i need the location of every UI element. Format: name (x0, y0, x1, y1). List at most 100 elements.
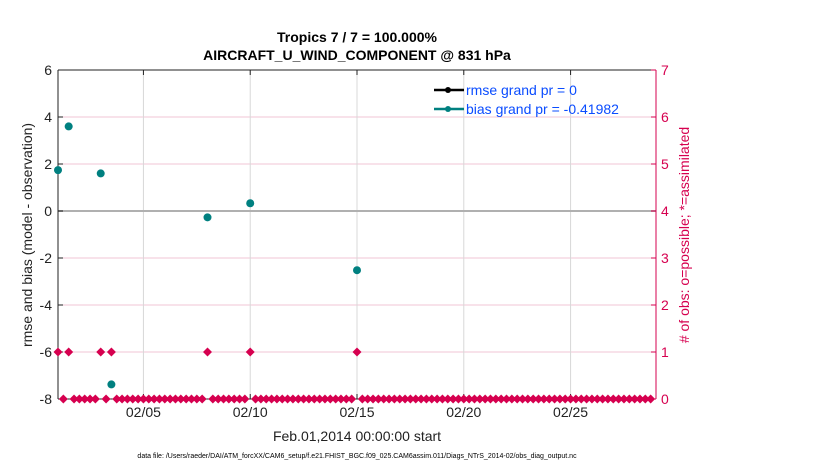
obs-count-marker (432, 394, 442, 404)
obs-count-marker (224, 394, 234, 404)
obs-count-marker (149, 394, 159, 404)
y-tick-label-right: 5 (661, 156, 669, 172)
obs-count-marker (368, 394, 378, 404)
obs-count-marker (283, 394, 293, 404)
obs-count-marker (288, 394, 298, 404)
obs-count-marker (309, 394, 319, 404)
obs-count-marker (347, 394, 357, 404)
obs-count-marker (576, 394, 586, 404)
obs-count-marker (117, 394, 127, 404)
obs-count-marker (539, 394, 549, 404)
obs-count-marker (603, 394, 613, 404)
obs-count-marker (475, 394, 485, 404)
obs-count-marker (101, 394, 111, 404)
obs-count-marker (69, 394, 79, 404)
bias-point (107, 380, 116, 389)
y-tick-label-left: 6 (44, 62, 52, 78)
obs-count-marker (64, 347, 74, 357)
obs-count-marker (416, 394, 426, 404)
obs-count-marker (453, 394, 463, 404)
obs-count-marker (411, 394, 421, 404)
obs-count-marker (315, 394, 325, 404)
obs-count-marker (160, 394, 170, 404)
legend-marker (445, 87, 451, 93)
obs-count-marker (176, 394, 186, 404)
y-tick-label-right: 4 (661, 203, 669, 219)
x-tick-label: 02/05 (126, 404, 161, 420)
y-tick-label-left: 2 (44, 156, 52, 172)
obs-count-marker (437, 394, 447, 404)
obs-count-marker (448, 394, 458, 404)
obs-count-marker (320, 394, 330, 404)
y-axis-left-label: rmse and bias (model - observation) (19, 123, 35, 347)
y-tick-label-right: 7 (661, 62, 669, 78)
obs-count-marker (85, 394, 95, 404)
obs-count-marker (389, 394, 399, 404)
obs-count-marker (165, 394, 175, 404)
obs-count-marker (592, 394, 602, 404)
y-tick-label-left: -6 (40, 344, 53, 360)
y-tick-label-left: 0 (44, 203, 52, 219)
obs-count-marker (491, 394, 501, 404)
obs-count-marker (379, 394, 389, 404)
obs-count-marker (341, 394, 351, 404)
obs-count-marker (197, 394, 207, 404)
obs-count-marker (80, 394, 90, 404)
obs-count-marker (112, 394, 122, 404)
obs-count-marker (267, 394, 277, 404)
bias-point (96, 169, 105, 178)
bias-point (353, 266, 361, 275)
obs-count-marker (373, 394, 383, 404)
bias-point (203, 213, 212, 222)
obs-count-marker (240, 394, 250, 404)
obs-count-marker (133, 394, 143, 404)
obs-count-marker (555, 394, 565, 404)
x-tick-label: 02/25 (553, 404, 588, 420)
obs-count-marker (352, 347, 362, 357)
obs-count-marker (261, 394, 271, 404)
y-axis-right-label: # of obs: o=possible; *=assimilated (676, 127, 692, 343)
obs-count-marker (443, 394, 453, 404)
obs-count-marker (469, 394, 479, 404)
obs-count-marker (181, 394, 191, 404)
obs-count-marker (485, 394, 495, 404)
obs-count-marker (534, 394, 544, 404)
bias-point (54, 166, 62, 175)
obs-count-marker (277, 394, 287, 404)
obs-count-marker (560, 394, 570, 404)
obs-count-marker (502, 394, 511, 404)
obs-count-marker (496, 394, 506, 404)
y-tick-label-left: -4 (40, 297, 53, 313)
obs-count-marker (208, 394, 218, 404)
legend-marker (445, 106, 451, 112)
obs-count-marker (58, 394, 68, 404)
obs-count-marker (245, 347, 255, 357)
obs-count-marker (544, 394, 554, 404)
obs-count-marker (614, 394, 624, 404)
obs-count-marker (186, 394, 196, 404)
y-tick-label-right: 1 (661, 344, 669, 360)
obs-count-marker (630, 394, 640, 404)
plot-area: -8 -6 -4 -2 0 2 4 6 0 1 2 3 4 5 6 7 02/05 02/10 02/15 02/20… (40, 62, 669, 420)
bias-point (64, 122, 73, 131)
obs-count-marker (518, 394, 528, 404)
legend-label: bias grand pr = -0.41982 (466, 101, 619, 117)
obs-count-marker (256, 394, 266, 404)
obs-count-marker (619, 394, 629, 404)
obs-count-marker (400, 394, 410, 404)
obs-count-marker (405, 394, 415, 404)
footer-data-file: data file: /Users/raeder/DAI/ATM_forcXX/… (137, 453, 577, 460)
obs-count-marker (566, 394, 576, 404)
obs-count-marker (357, 394, 367, 404)
obs-count-marker (304, 394, 314, 404)
chart-title-line2: AIRCRAFT_U_WIND_COMPONENT @ 831 hPa (203, 47, 511, 63)
y-tick-label-right: 2 (661, 297, 669, 313)
y-tick-label-left: -2 (40, 250, 53, 266)
obs-count-marker (608, 394, 618, 404)
y-tick-label-left: 4 (44, 109, 52, 125)
obs-count-marker (635, 394, 645, 404)
obs-count-marker (192, 394, 202, 404)
obs-count-marker (144, 394, 154, 404)
obs-count-marker (523, 394, 533, 404)
